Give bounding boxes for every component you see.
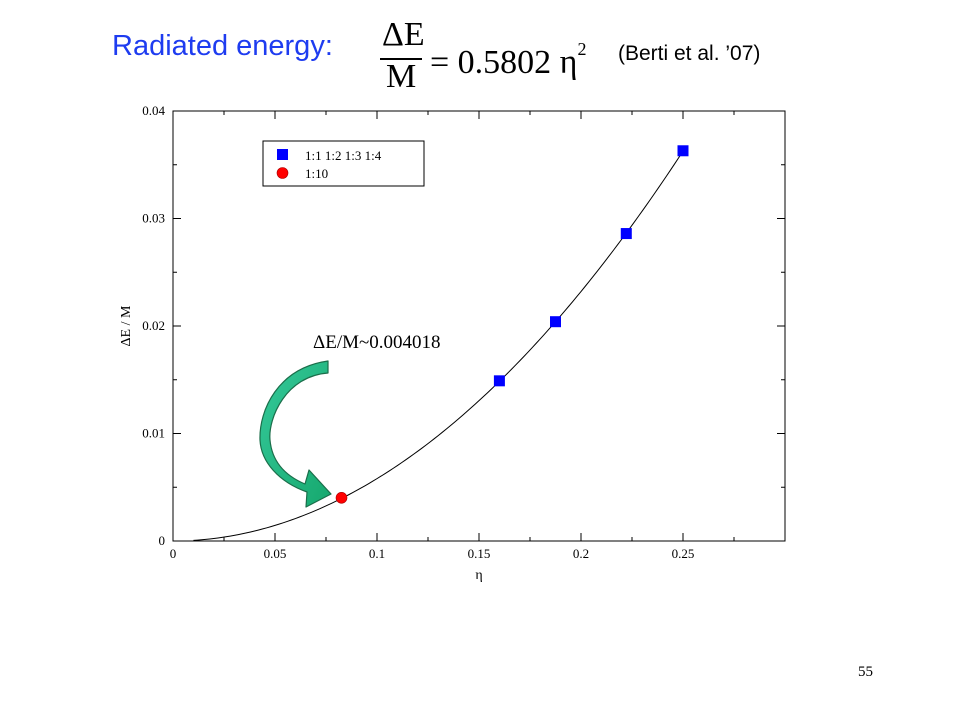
axis-tick-labels: 0 0.05 0.1 0.15 0.2 0.25 0 0.01 0.02 0.03 0.04 xyxy=(142,103,694,561)
axis-ticks xyxy=(172,110,786,542)
y-axis-title: ΔE / M xyxy=(119,305,134,346)
slide-title: Radiated energy: xyxy=(112,30,333,62)
y-tick-label: 0.02 xyxy=(142,318,165,333)
formula-denominator: M xyxy=(386,58,417,95)
fit-curve xyxy=(193,150,684,541)
y-tick-label: 0.01 xyxy=(142,426,165,441)
data-point-square xyxy=(493,375,505,387)
x-tick-label: 0.05 xyxy=(264,546,287,561)
legend: 1:1 1:2 1:3 1:4 1:10 xyxy=(262,140,425,187)
x-tick-label: 0.1 xyxy=(369,546,385,561)
x-tick-label: 0.2 xyxy=(573,546,589,561)
x-tick-label: 0 xyxy=(170,546,177,561)
data-point-square xyxy=(677,145,689,157)
x-tick-label: 0.25 xyxy=(672,546,695,561)
legend-label-1: 1:1 1:2 1:3 1:4 xyxy=(305,148,382,163)
formula-numerator: ΔE xyxy=(382,16,425,53)
x-axis-title: η xyxy=(475,568,482,583)
legend-circle-marker xyxy=(276,167,289,179)
data-points xyxy=(335,145,689,504)
data-point-circle xyxy=(335,492,348,504)
y-tick-label: 0.03 xyxy=(142,211,165,226)
formula-fraction-bar xyxy=(380,58,422,60)
legend-label-2: 1:10 xyxy=(305,166,328,181)
formula-rhs-text: = 0.5802 η xyxy=(430,44,578,81)
formula-rhs: = 0.5802 η2 xyxy=(430,39,586,82)
data-point-square xyxy=(620,228,632,240)
formula: ΔE M = 0.5802 η2 xyxy=(372,14,586,95)
legend-box xyxy=(262,140,425,187)
y-tick-label: 0 xyxy=(159,533,166,548)
legend-square-marker xyxy=(277,149,288,160)
citation: (Berti et al. ’07) xyxy=(618,42,761,65)
x-tick-label: 0.15 xyxy=(468,546,491,561)
annotation-label: ΔE/M~0.004018 xyxy=(313,332,441,353)
data-point-square xyxy=(550,316,561,328)
y-tick-label: 0.04 xyxy=(142,103,165,118)
formula-exponent: 2 xyxy=(577,39,587,59)
annotation-arrow xyxy=(259,360,332,508)
page-number: 55 xyxy=(858,664,873,680)
